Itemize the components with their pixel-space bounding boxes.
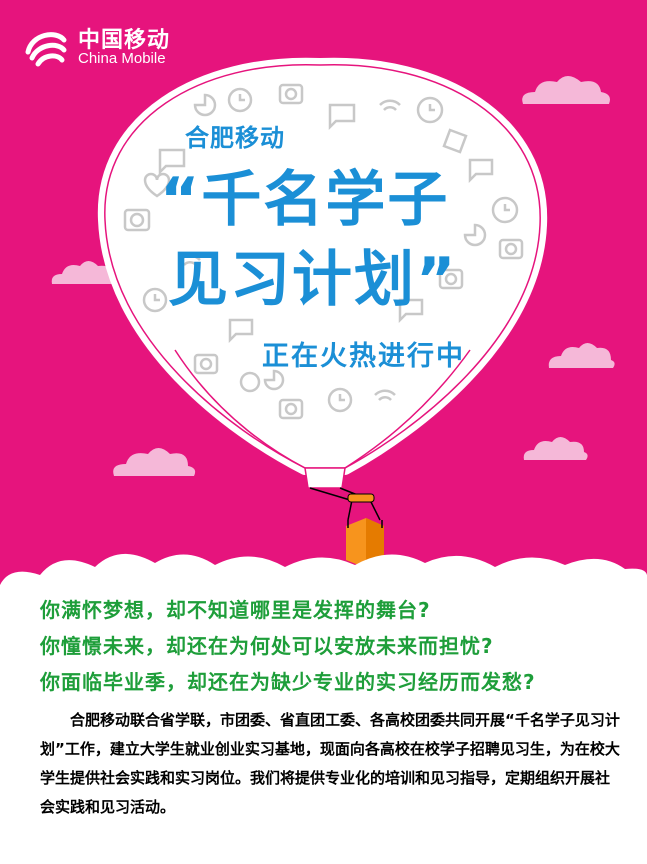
info-section <box>0 600 647 864</box>
cloud-icon <box>522 76 610 104</box>
question-1: 你满怀梦想，却不知道哪里是发挥的舞台? <box>40 598 431 622</box>
cloud-band <box>0 553 647 615</box>
brand-name-en: China Mobile <box>78 50 166 67</box>
basket-icon <box>346 518 384 568</box>
hot-air-balloon <box>97 57 548 568</box>
brand: 中国移动 China Mobile <box>22 20 222 72</box>
poster-title-line2: 见习计划” <box>168 245 458 315</box>
question-3: 你面临毕业季，却还在为缺少专业的实习经历而发愁? <box>40 670 536 694</box>
question-2: 你憧憬未来，却还在为何处可以安放未来而担忧? <box>40 634 494 658</box>
description-paragraph: 合肥移动联合省学联，市团委、省直团工委、各高校团委共同开展“千名学子见习计划”工… <box>40 706 620 822</box>
poster-tagline: 正在火热进行中 <box>262 341 465 372</box>
cloud-icon <box>113 448 196 476</box>
cloud-icon <box>523 437 588 460</box>
poster-subtitle: 合肥移动 <box>185 124 285 152</box>
brand-name-cn: 中国移动 <box>78 28 171 53</box>
cloud-icon <box>548 343 615 368</box>
cloud-icon <box>51 261 116 284</box>
description-text: 合肥移动联合省学联，市团委、省直团工委、各高校团委共同开展“千名学子见习计划”工… <box>40 711 620 816</box>
china-mobile-logo-icon <box>25 32 67 67</box>
poster-title-line1: “千名学子 <box>160 165 450 235</box>
